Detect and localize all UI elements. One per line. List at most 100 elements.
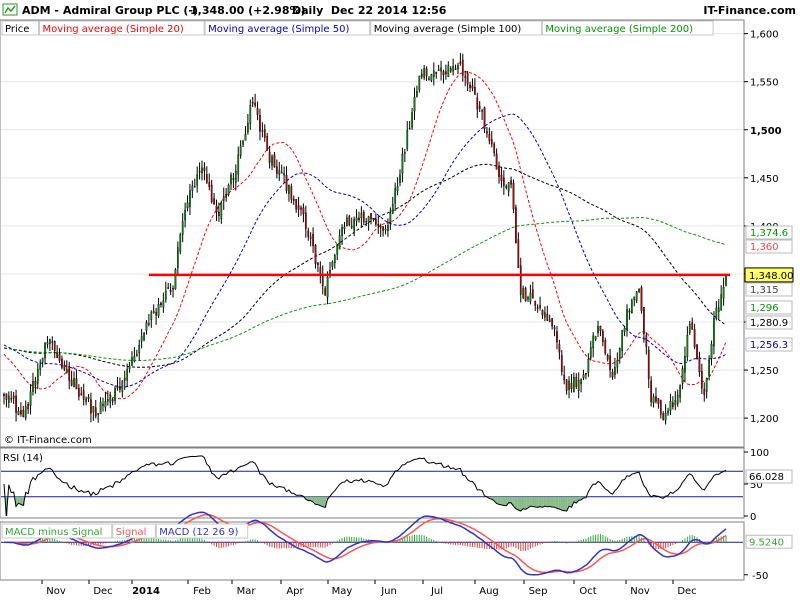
- candle-body: [326, 276, 329, 298]
- rsi-oversold-fill: [307, 496, 310, 501]
- rsi-oversold-fill: [553, 496, 556, 508]
- candle-body: [635, 291, 638, 301]
- candle-body: [126, 369, 129, 381]
- candle-body: [688, 323, 691, 333]
- candle-body: [679, 385, 681, 398]
- candle-body: [435, 71, 438, 74]
- candle-body: [169, 290, 172, 292]
- candle-body: [338, 235, 341, 250]
- candle-body: [539, 305, 541, 308]
- candle-body: [416, 91, 418, 97]
- candle-body: [247, 122, 249, 133]
- rsi-oversold-fill: [534, 496, 537, 508]
- last-price-box: [744, 267, 794, 283]
- candle-body: [553, 327, 556, 329]
- candle-body: [611, 371, 614, 378]
- legend-signal: Signal: [116, 527, 147, 538]
- candle-body: [70, 379, 73, 386]
- candle-body: [488, 133, 491, 142]
- rsi-oversold-fill: [17, 496, 20, 504]
- candle-body: [534, 300, 537, 306]
- candle-body: [242, 140, 244, 145]
- candle-body: [432, 70, 435, 77]
- candle-body: [512, 183, 515, 210]
- candle-body: [273, 154, 276, 168]
- candle-body: [527, 297, 529, 300]
- candle-body: [77, 388, 80, 397]
- rsi-oversold-fill: [304, 496, 308, 500]
- x-tick-label: Nov: [630, 586, 650, 597]
- candle-body: [259, 115, 261, 132]
- candle-body: [333, 255, 336, 264]
- candle-body: [283, 173, 285, 176]
- rsi-oversold-fill: [309, 496, 312, 501]
- candle-body: [515, 207, 517, 244]
- candle-body: [710, 343, 713, 359]
- candle-body: [210, 184, 213, 203]
- price-y-tick-label: 1,250: [750, 366, 779, 377]
- candle-body: [582, 374, 585, 379]
- candle-body: [483, 107, 486, 130]
- rsi-oversold-fill: [543, 496, 547, 507]
- candle-body: [121, 380, 124, 392]
- rsi-oversold-fill: [490, 496, 493, 500]
- candle-body: [698, 357, 701, 373]
- candle-body: [234, 171, 237, 183]
- candle-body: [205, 174, 208, 183]
- ma100-value-tag-box: [745, 315, 793, 330]
- candle-body: [447, 65, 450, 78]
- candle-body: [495, 153, 498, 170]
- candle-body: [97, 413, 100, 415]
- candle-body: [623, 327, 626, 333]
- candle-body: [239, 145, 242, 156]
- x-tick-label: Aug: [479, 586, 499, 597]
- candle-body: [119, 386, 121, 391]
- candle-body: [10, 398, 13, 400]
- candle-body: [68, 365, 71, 381]
- candle-body: [570, 383, 573, 389]
- candle-body: [307, 230, 310, 237]
- x-tick-label: Sep: [529, 586, 548, 597]
- candle-body: [420, 73, 423, 78]
- candle-body: [56, 352, 58, 358]
- candle-body: [517, 239, 520, 269]
- candle-body: [379, 225, 382, 228]
- candle-body: [353, 219, 355, 231]
- candle-body: [403, 152, 406, 154]
- candle-body: [382, 226, 384, 231]
- candle-body: [464, 76, 467, 78]
- candle-body: [657, 398, 660, 404]
- candle-body: [263, 129, 266, 138]
- candle-body: [592, 335, 595, 349]
- candle-body: [203, 167, 206, 172]
- candle-body: [551, 318, 554, 327]
- rsi-value-box: [745, 469, 793, 484]
- candle-body: [358, 217, 360, 221]
- candle-body: [82, 390, 85, 400]
- candle-body: [230, 174, 232, 185]
- candle-body: [34, 380, 37, 386]
- candle-body: [99, 402, 102, 414]
- candle-body: [469, 84, 471, 88]
- candle-body: [314, 245, 317, 264]
- candle-body: [232, 178, 235, 180]
- price-y-tick-label: 1,450: [750, 174, 779, 185]
- rsi-oversold-fill: [521, 496, 525, 509]
- candle-body: [32, 380, 34, 392]
- candle-body: [75, 378, 78, 390]
- rsi-oversold-fill: [495, 496, 498, 504]
- candle-body: [486, 131, 488, 134]
- candle-body: [5, 393, 8, 400]
- candle-body: [384, 228, 387, 231]
- x-tick-label: Dec: [677, 586, 696, 597]
- candle-body: [478, 105, 481, 109]
- rsi-oversold-fill: [19, 496, 23, 505]
- candle-body: [633, 296, 636, 301]
- candle-body: [445, 71, 447, 75]
- candle-body: [580, 379, 582, 385]
- ma200-value-tag: 1,374.6: [750, 228, 788, 239]
- candle-body: [7, 395, 10, 403]
- candle-body: [652, 396, 655, 404]
- candle-body: [577, 380, 580, 391]
- candle-body: [614, 367, 616, 375]
